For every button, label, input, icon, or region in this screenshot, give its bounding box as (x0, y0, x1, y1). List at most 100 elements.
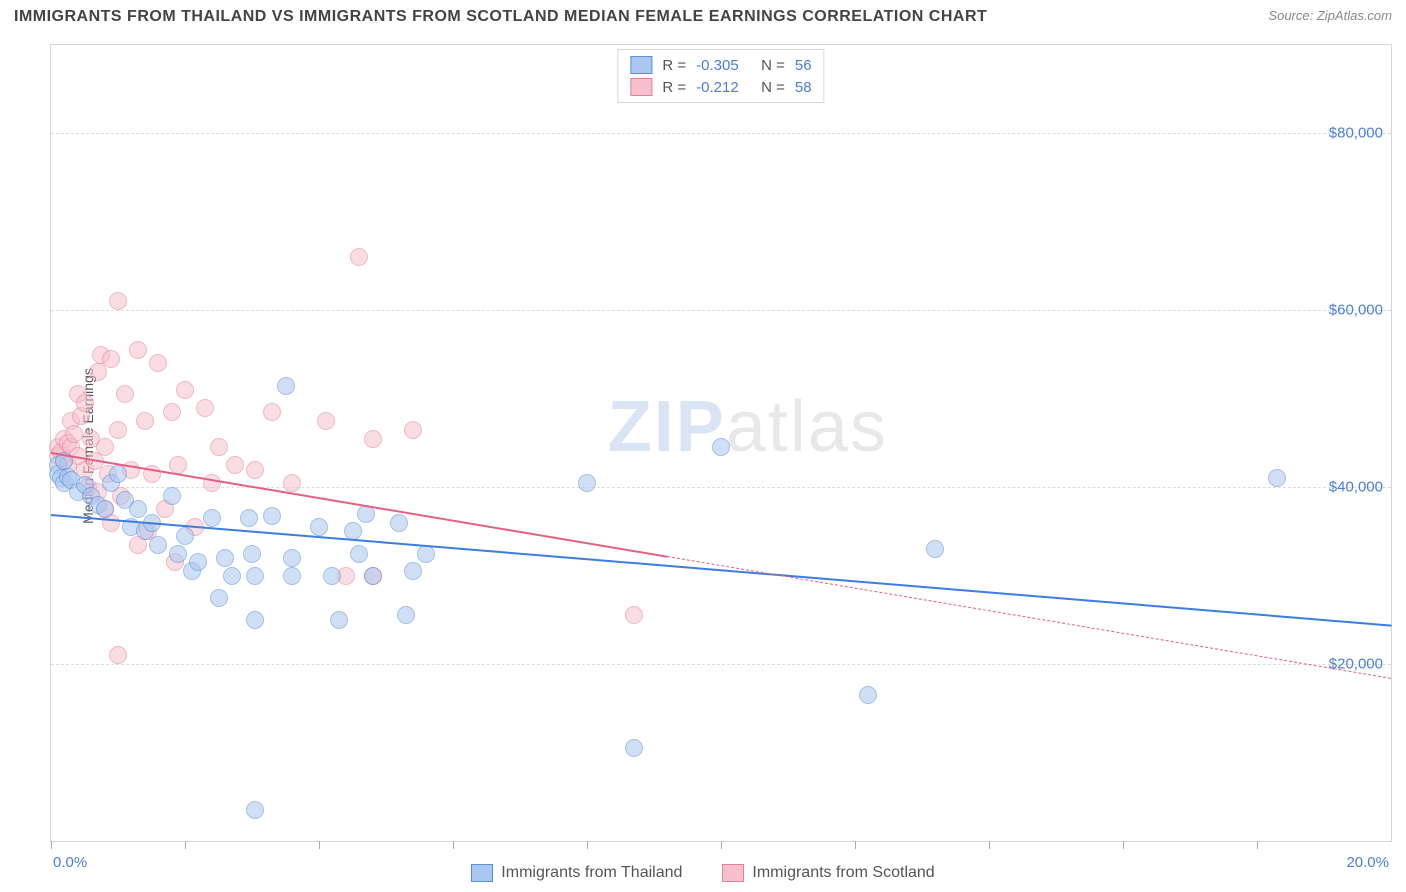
data-point (149, 536, 167, 554)
data-point (149, 354, 167, 372)
source-label: Source: (1268, 8, 1313, 23)
data-point (364, 567, 382, 585)
data-point (364, 430, 382, 448)
data-point (65, 425, 83, 443)
x-tick (1257, 841, 1258, 849)
x-tick (51, 841, 52, 849)
data-point (216, 549, 234, 567)
data-point (283, 567, 301, 585)
data-point (625, 606, 643, 624)
series-swatch (630, 78, 652, 96)
data-point (243, 545, 261, 563)
data-point (310, 518, 328, 536)
r-label: R = (662, 79, 686, 96)
data-point (109, 646, 127, 664)
gridline (51, 310, 1391, 311)
r-value: -0.305 (696, 57, 751, 74)
data-point (223, 567, 241, 585)
y-tick-label: $40,000 (1329, 479, 1383, 496)
stats-legend-box: R = -0.305 N = 56 R = -0.212 N = 58 (617, 49, 824, 103)
x-tick (319, 841, 320, 849)
legend-swatch (471, 864, 493, 882)
data-point (859, 686, 877, 704)
data-point (404, 562, 422, 580)
data-point (246, 611, 264, 629)
data-point (163, 403, 181, 421)
legend-item: Immigrants from Scotland (722, 864, 934, 882)
watermark-zip: ZIP (608, 387, 726, 467)
x-tick (185, 841, 186, 849)
legend-item: Immigrants from Thailand (471, 864, 682, 882)
data-point (169, 545, 187, 563)
data-point (226, 456, 244, 474)
data-point (163, 487, 181, 505)
x-tick (587, 841, 588, 849)
x-tick (855, 841, 856, 849)
bottom-legend: Immigrants from Thailand Immigrants from … (0, 864, 1406, 882)
data-point (189, 553, 207, 571)
r-label: R = (662, 57, 686, 74)
data-point (277, 377, 295, 395)
x-tick (989, 841, 990, 849)
data-point (404, 421, 422, 439)
y-tick-label: $80,000 (1329, 125, 1383, 142)
x-tick (1123, 841, 1124, 849)
stats-row: R = -0.305 N = 56 (630, 54, 811, 76)
y-tick-label: $60,000 (1329, 302, 1383, 319)
data-point (1268, 469, 1286, 487)
source-value: ZipAtlas.com (1317, 8, 1392, 23)
data-point (350, 545, 368, 563)
source-credit: Source: ZipAtlas.com (1268, 8, 1392, 23)
plot-area: ZIPatlas R = -0.305 N = 56 R = -0.212 N = 58 $2… (50, 44, 1392, 842)
watermark: ZIPatlas (608, 386, 888, 468)
n-label: N = (761, 57, 785, 74)
data-point (317, 412, 335, 430)
data-point (246, 801, 264, 819)
data-point (196, 399, 214, 417)
data-point (109, 465, 127, 483)
data-point (926, 540, 944, 558)
gridline (51, 133, 1391, 134)
n-value: 58 (795, 79, 812, 96)
r-value: -0.212 (696, 79, 751, 96)
y-tick-label: $20,000 (1329, 656, 1383, 673)
title-bar: IMMIGRANTS FROM THAILAND VS IMMIGRANTS F… (0, 0, 1406, 32)
data-point (330, 611, 348, 629)
data-point (102, 350, 120, 368)
data-point (176, 381, 194, 399)
n-value: 56 (795, 57, 812, 74)
data-point (578, 474, 596, 492)
data-point (210, 589, 228, 607)
data-point (89, 363, 107, 381)
data-point (240, 509, 258, 527)
data-point (203, 509, 221, 527)
data-point (136, 412, 154, 430)
data-point (96, 500, 114, 518)
data-point (96, 438, 114, 456)
data-point (263, 403, 281, 421)
data-point (350, 248, 368, 266)
data-point (263, 507, 281, 525)
n-label: N = (761, 79, 785, 96)
x-tick (453, 841, 454, 849)
data-point (116, 385, 134, 403)
data-point (712, 438, 730, 456)
chart-title: IMMIGRANTS FROM THAILAND VS IMMIGRANTS F… (14, 8, 987, 26)
data-point (283, 474, 301, 492)
stats-row: R = -0.212 N = 58 (630, 76, 811, 98)
data-point (246, 567, 264, 585)
data-point (323, 567, 341, 585)
data-point (129, 341, 147, 359)
watermark-atlas: atlas (726, 387, 888, 467)
legend-label: Immigrants from Scotland (752, 864, 934, 882)
data-point (76, 394, 94, 412)
legend-swatch (722, 864, 744, 882)
series-swatch (630, 56, 652, 74)
data-point (109, 421, 127, 439)
legend-label: Immigrants from Thailand (501, 864, 682, 882)
data-point (390, 514, 408, 532)
data-point (210, 438, 228, 456)
data-point (246, 461, 264, 479)
data-point (283, 549, 301, 567)
x-tick (721, 841, 722, 849)
